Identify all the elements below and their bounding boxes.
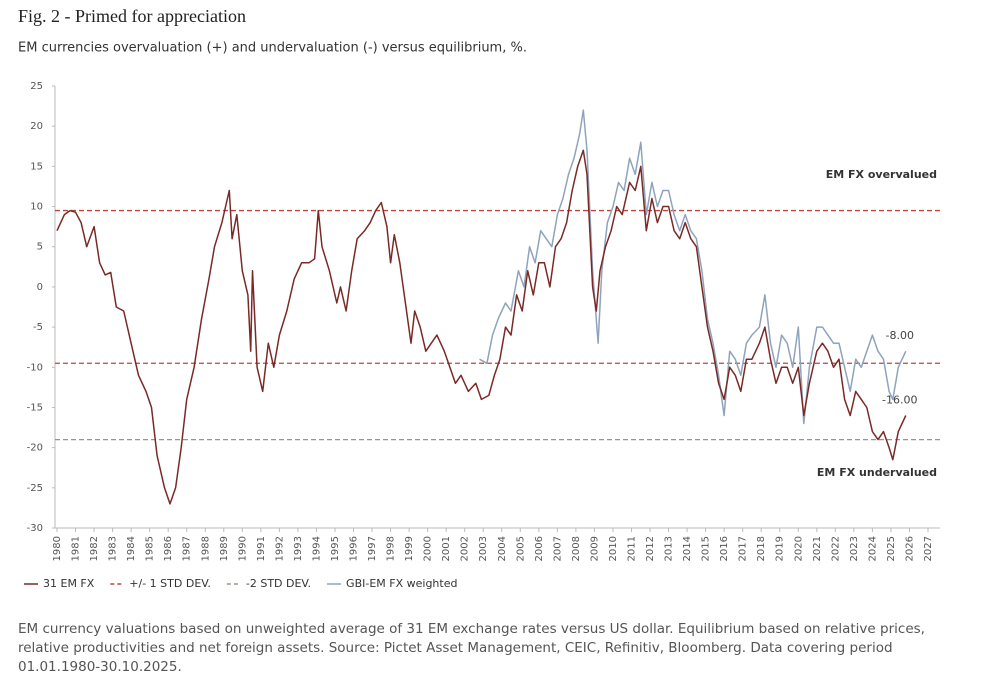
legend-label: 31 EM FX	[43, 577, 95, 590]
x-tick-label: 2025	[886, 536, 897, 561]
x-tick-label: 2024	[867, 536, 878, 561]
x-tick-label: 1987	[182, 536, 193, 561]
x-tick-label: 2021	[812, 536, 823, 561]
x-tick-label: 1994	[311, 536, 322, 561]
y-tick-label: -10	[27, 362, 43, 373]
end-label: -16.00	[882, 393, 917, 406]
annotation: EM FX overvalued	[826, 168, 937, 181]
legend-label: +/- 1 STD DEV.	[129, 577, 211, 590]
x-tick-label: 2027	[923, 536, 934, 561]
y-tick-label: 10	[30, 202, 43, 213]
x-tick-label: 1993	[293, 536, 304, 561]
x-tick-label: 2009	[589, 536, 600, 561]
x-tick-label: 2011	[626, 536, 637, 561]
x-tick-label: 2007	[552, 536, 563, 561]
x-tick-label: 2019	[775, 536, 786, 561]
y-tick-label: -15	[27, 402, 43, 413]
y-tick-label: 25	[30, 81, 43, 92]
x-tick-label: 1991	[256, 536, 267, 561]
x-tick-label: 2020	[793, 536, 804, 561]
x-tick-label: 2015	[701, 536, 712, 561]
x-tick-label: 2004	[497, 536, 508, 561]
chart: Fig. 2 - Primed for appreciation EM curr…	[18, 6, 940, 590]
y-tick-label: -30	[27, 523, 43, 534]
series-line	[479, 109, 907, 425]
legend-label: GBI-EM FX weighted	[346, 577, 457, 590]
x-tick-label: 2014	[682, 536, 693, 561]
x-tick-label: 1990	[237, 536, 248, 561]
x-tick-label: 2018	[756, 536, 767, 561]
x-tick-label: 1981	[71, 536, 82, 561]
footnote: EM currency valuations based on unweight…	[18, 621, 925, 675]
legend-label: -2 STD DEV.	[246, 577, 311, 590]
y-tick-label: -20	[27, 443, 43, 454]
x-tick-label: 1998	[386, 536, 397, 561]
x-tick-label: 1995	[330, 536, 341, 561]
y-tick-label: -25	[27, 483, 43, 494]
x-tick-label: 2001	[441, 536, 452, 561]
x-tick-label: 1988	[200, 536, 211, 561]
x-tick-label: 2017	[738, 536, 749, 561]
x-tick-label: 1980	[52, 536, 63, 561]
chart-title: Fig. 2 - Primed for appreciation	[18, 6, 246, 26]
x-tick-label: 2016	[719, 536, 730, 561]
x-tick-label: 2003	[478, 536, 489, 561]
x-tick-label: 1999	[404, 536, 415, 561]
chart-subtitle: EM currencies overvaluation (+) and unde…	[18, 41, 527, 56]
x-tick-label: 2005	[515, 536, 526, 561]
x-tick-label: 1985	[145, 536, 156, 561]
x-tick-label: 2008	[571, 536, 582, 561]
y-tick-label: -5	[33, 322, 43, 333]
x-tick-label: 2010	[608, 536, 619, 561]
x-tick-label: 1986	[163, 536, 174, 561]
series-line	[56, 149, 907, 505]
x-tick-label: 1982	[89, 536, 100, 561]
x-tick-label: 2023	[849, 536, 860, 561]
x-tick-label: 1996	[349, 536, 360, 561]
annotation: EM FX undervalued	[817, 466, 937, 479]
x-tick-label: 1997	[367, 536, 378, 561]
y-tick-label: 20	[30, 121, 43, 132]
end-label: -8.00	[886, 329, 914, 342]
x-tick-label: 1992	[274, 536, 285, 561]
y-tick-label: 0	[37, 282, 43, 293]
x-tick-label: 2012	[645, 536, 656, 561]
x-tick-label: 1989	[219, 536, 230, 561]
x-tick-label: 2013	[664, 536, 675, 561]
x-tick-label: 2022	[830, 536, 841, 561]
x-tick-label: 2026	[904, 536, 915, 561]
x-tick-label: 2006	[534, 536, 545, 561]
x-tick-label: 2000	[423, 536, 434, 561]
x-tick-label: 2002	[460, 536, 471, 561]
y-tick-label: 15	[30, 161, 43, 172]
y-tick-label: 5	[37, 242, 43, 253]
x-tick-label: 1984	[126, 536, 137, 561]
x-tick-label: 1983	[108, 536, 119, 561]
